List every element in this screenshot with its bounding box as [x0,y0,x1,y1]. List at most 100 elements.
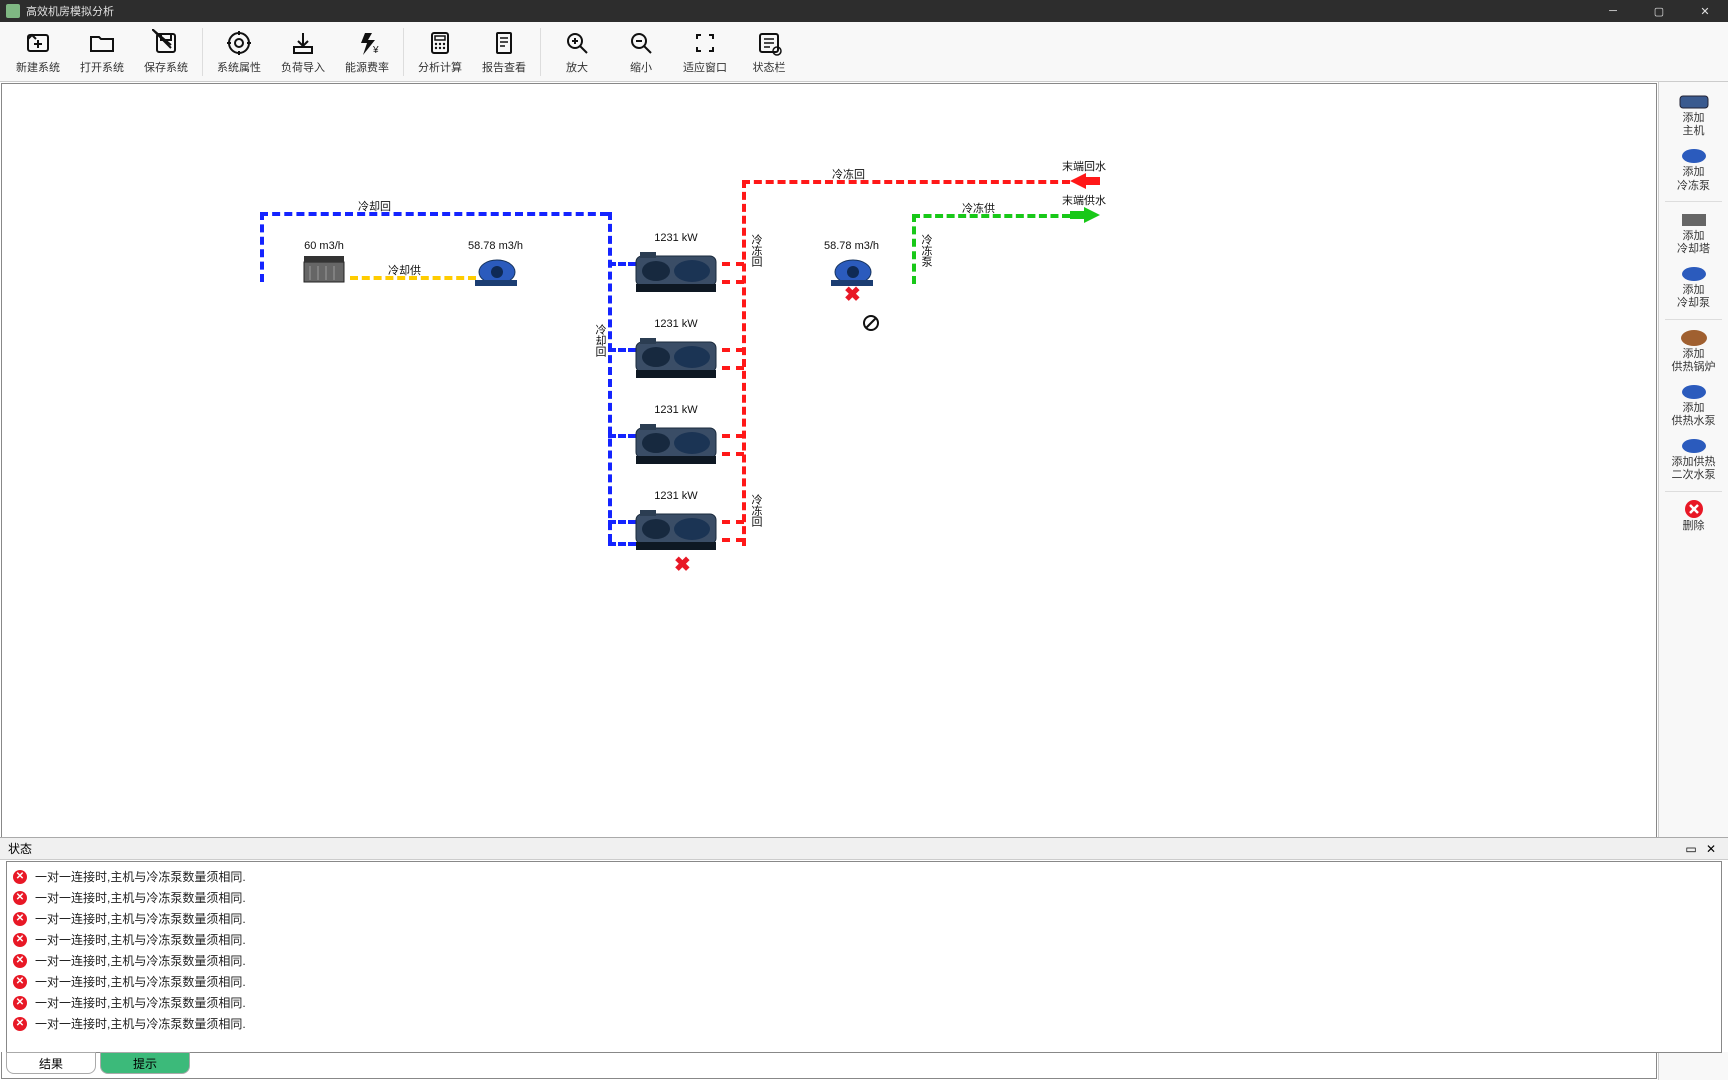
app-icon [6,4,20,18]
tab-result[interactable]: 结果 [6,1052,96,1074]
pump-icon [1678,146,1710,164]
status-float-button[interactable]: ▭ [1682,840,1700,858]
cursor-no-drop-icon [862,314,880,337]
label-chilled-return-v: 冷冻回 [748,234,764,267]
label-chilled-return: 冷冻回 [832,166,865,182]
report-view-button[interactable]: 报告查看 [472,24,536,80]
load-import-icon [289,29,317,57]
status-message: ✕一对一连接时,主机与冷冻泵数量须相同. [9,950,1719,971]
status-message: ✕一对一连接时,主机与冷冻泵数量须相同. [9,1013,1719,1034]
status-message: ✕一对一连接时,主机与冷冻泵数量须相同. [9,908,1719,929]
main-toolbar: 新建系统 打开系统 保存系统 系统属性 负荷导入 ¥ 能源费率 分 [0,22,1728,82]
error-mark: ✖ [844,282,861,307]
energy-rate-button[interactable]: ¥ 能源费率 [335,24,399,80]
pump-icon [473,254,519,288]
gear-icon [225,29,253,57]
status-message: ✕一对一连接时,主机与冷冻泵数量须相同. [9,929,1719,950]
bottom-tabs: 结果 提示 [6,1052,194,1080]
cooling-pump[interactable]: 58.78 m3/h [468,240,523,288]
pipe-chilled-supply [912,214,916,284]
chilled-pump[interactable]: 58.78 m3/h [824,240,879,288]
new-system-icon [24,29,52,57]
label-cooling-return-v: 冷却回 [592,324,608,357]
minimize-button[interactable]: ─ [1590,0,1636,22]
status-message: ✕一对一连接时,主机与冷冻泵数量须相同. [9,887,1719,908]
pump-icon [1678,382,1710,400]
fit-window-button[interactable]: 适应窗口 [673,24,737,80]
error-icon: ✕ [13,954,27,968]
add-heat-sec-pump-button[interactable]: 添加供热 二次水泵 [1659,432,1728,486]
energy-rate-icon: ¥ [353,29,381,57]
chiller[interactable]: 1231 kW [632,318,720,380]
error-icon: ✕ [13,996,27,1010]
close-button[interactable]: ✕ [1682,0,1728,22]
pipe-cooling-return [260,212,264,282]
delete-icon [1678,500,1710,518]
label-terminal-supply: 末端供水 [1062,192,1106,208]
label-cooling-return: 冷却回 [358,198,391,214]
zoom-in-icon [563,29,591,57]
new-system-button[interactable]: 新建系统 [6,24,70,80]
add-cooling-tower-button[interactable]: 添加 冷却塔 [1659,206,1728,260]
pipe [722,434,744,438]
zoom-out-button[interactable]: 缩小 [609,24,673,80]
zoom-in-button[interactable]: 放大 [545,24,609,80]
chiller[interactable]: 1231 kW [632,404,720,466]
error-icon: ✕ [13,891,27,905]
status-bar-button[interactable]: 状态栏 [737,24,801,80]
report-icon [490,29,518,57]
add-cooling-pump-button[interactable]: 添加 冷却泵 [1659,260,1728,314]
chiller[interactable]: 1231 kW [632,232,720,294]
status-message: ✕一对一连接时,主机与冷冻泵数量须相同. [9,866,1719,887]
tab-hint[interactable]: 提示 [100,1052,190,1074]
terminal-supply-arrow [1070,206,1100,229]
save-system-icon [152,29,180,57]
chiller-icon [632,332,720,380]
fit-window-icon [691,29,719,57]
status-body[interactable]: ✕一对一连接时,主机与冷冻泵数量须相同.✕一对一连接时,主机与冷冻泵数量须相同.… [6,861,1722,1053]
boiler-icon [1678,328,1710,346]
chiller[interactable]: 1231 kW [632,490,720,552]
status-bar-icon [755,29,783,57]
open-system-icon [88,29,116,57]
pipe-chilled-return [742,180,1070,184]
status-title: 状态 [8,840,32,857]
zoom-out-icon [627,29,655,57]
analyze-button[interactable]: 分析计算 [408,24,472,80]
window-title: 高效机房模拟分析 [26,3,114,19]
status-message: ✕一对一连接时,主机与冷冻泵数量须相同. [9,992,1719,1013]
chiller-icon [632,504,720,552]
error-icon: ✕ [13,870,27,884]
maximize-button[interactable]: ▢ [1636,0,1682,22]
label-terminal-return: 末端回水 [1062,158,1106,174]
pipe [722,262,744,266]
pump-icon [1678,436,1710,454]
chiller-icon [632,418,720,466]
add-host-button[interactable]: 添加 主机 [1659,88,1728,142]
pipe [722,366,744,370]
cooling-tower[interactable]: 60 m3/h [302,240,346,284]
error-mark: ✖ [674,552,691,577]
label-cooling-supply: 冷却供 [388,262,421,278]
open-system-button[interactable]: 打开系统 [70,24,134,80]
add-heat-pump-button[interactable]: 添加 供热水泵 [1659,378,1728,432]
status-close-button[interactable]: ✕ [1702,840,1720,858]
load-import-button[interactable]: 负荷导入 [271,24,335,80]
error-icon: ✕ [13,933,27,947]
add-boiler-button[interactable]: 添加 供热锅炉 [1659,324,1728,378]
label-chilled-return-v: 冷冻回 [748,494,764,527]
cooling-tower-icon [302,254,346,284]
sys-props-button[interactable]: 系统属性 [207,24,271,80]
status-panel: 状态 ▭ ✕ ✕一对一连接时,主机与冷冻泵数量须相同.✕一对一连接时,主机与冷冻… [0,837,1728,1052]
status-header: 状态 ▭ ✕ [0,838,1728,860]
error-icon: ✕ [13,975,27,989]
save-system-button[interactable]: 保存系统 [134,24,198,80]
delete-button[interactable]: 删除 [1659,496,1728,537]
pipe-cooling-return [260,212,608,216]
calculator-icon [426,29,454,57]
pump-icon [1678,264,1710,282]
chiller-icon [1678,92,1710,110]
pipe-chilled-return [742,180,746,546]
add-chilled-pump-button[interactable]: 添加 冷冻泵 [1659,142,1728,196]
pipe [722,538,744,542]
